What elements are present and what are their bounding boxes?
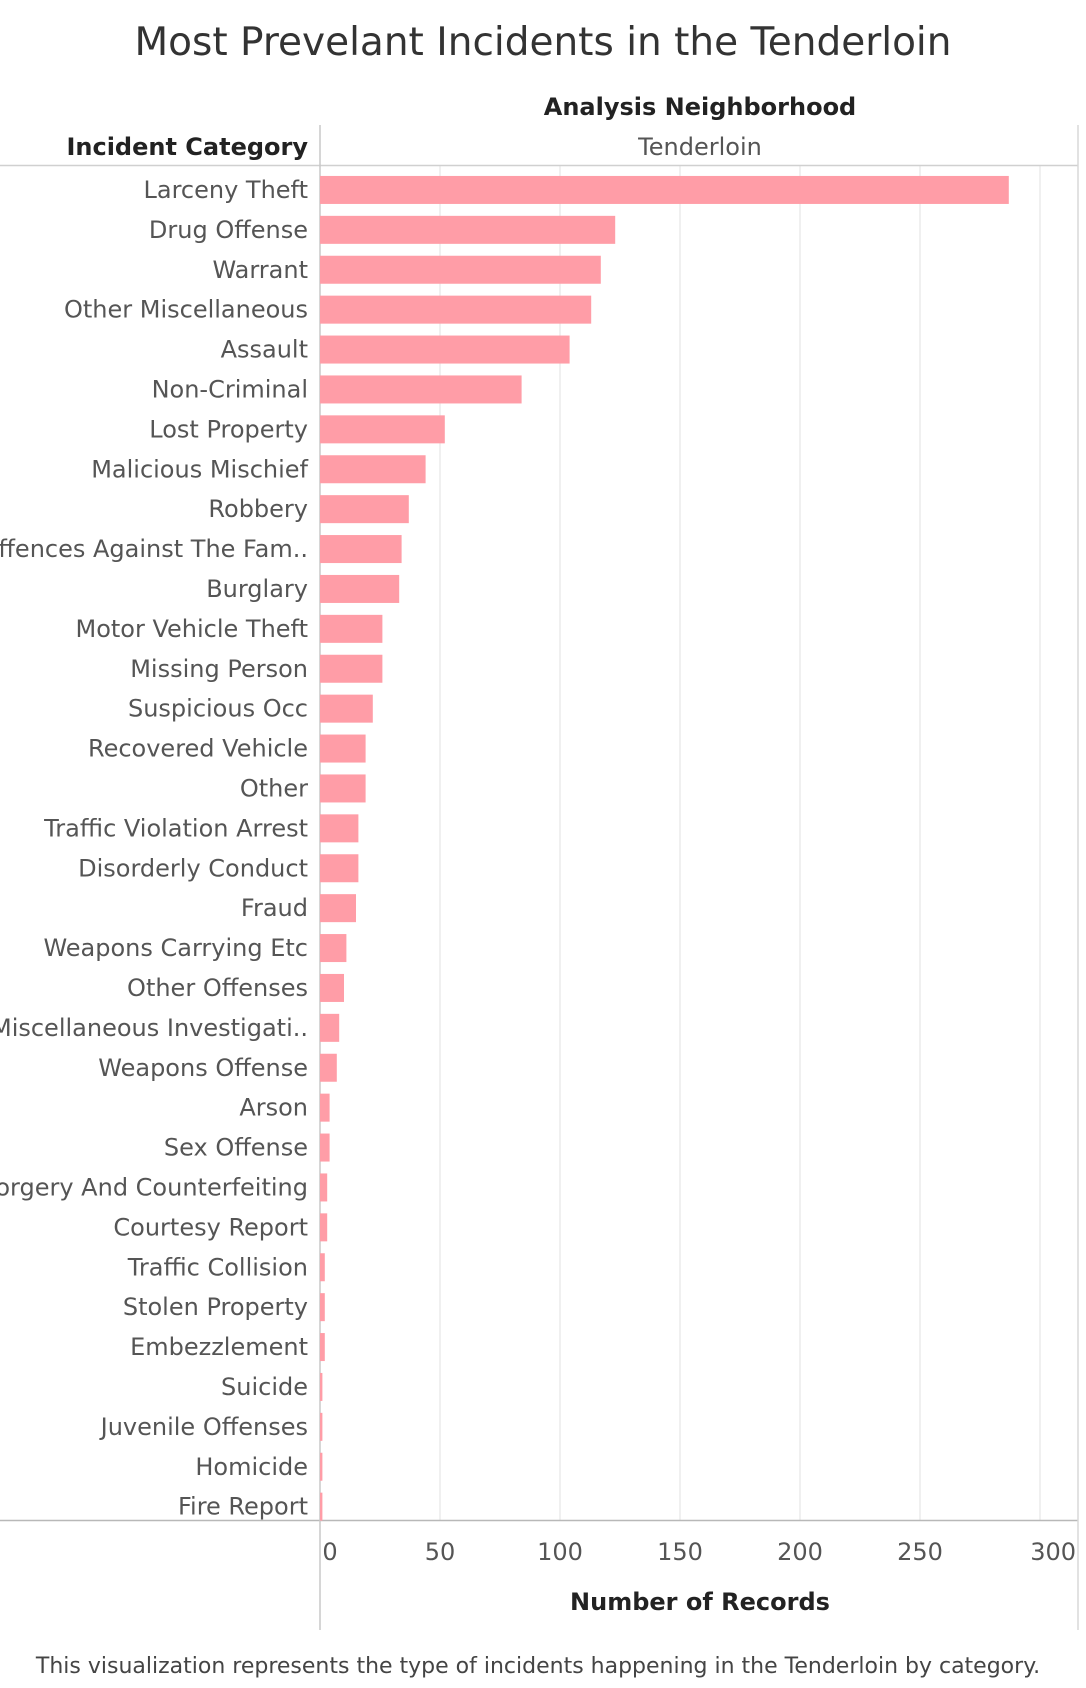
bar (320, 1053, 337, 1082)
caption: This visualization represents the type o… (35, 1654, 1040, 1679)
bar (320, 335, 570, 364)
category-label: Suspicious Occ (128, 695, 308, 723)
bar (320, 574, 400, 603)
bar (320, 255, 601, 284)
bar (320, 1093, 330, 1122)
category-label: Courtesy Report (113, 1213, 308, 1241)
x-tick-label: 200 (777, 1538, 823, 1566)
bar (320, 1253, 325, 1282)
category-label: Suicide (221, 1373, 308, 1401)
bar (320, 215, 616, 244)
category-label: Recovered Vehicle (88, 735, 308, 763)
bar (320, 415, 445, 444)
category-label: Lost Property (149, 415, 308, 443)
bar (320, 934, 347, 963)
x-tick-label: 300 (1030, 1538, 1076, 1566)
bar (320, 814, 359, 843)
x-tick-label: 250 (897, 1538, 943, 1566)
category-label: Warrant (212, 256, 308, 284)
category-label: Drug Offense (149, 216, 308, 244)
category-label: Motor Vehicle Theft (75, 615, 308, 643)
bar (320, 535, 402, 564)
category-label: Non-Criminal (152, 375, 308, 403)
bar (320, 455, 426, 484)
gridlines (439, 165, 1041, 1520)
category-label: Fraud (241, 894, 308, 922)
bars (320, 175, 1009, 1521)
x-axis-ticks: 0 50 100 150 200 250 300 (322, 1538, 1076, 1566)
category-label: Disorderly Conduct (78, 854, 308, 882)
category-label: Traffic Violation Arrest (43, 814, 308, 842)
category-label: Embezzlement (130, 1333, 308, 1361)
column-header: Analysis Neighborhood (544, 93, 856, 121)
column-value: Tenderloin (637, 133, 762, 161)
category-label: Fire Report (178, 1493, 308, 1521)
bar (320, 1213, 328, 1242)
category-label: Missing Person (130, 655, 308, 683)
category-label: Assault (221, 336, 308, 364)
category-label: Malicious Mischief (91, 455, 308, 483)
bar (320, 375, 522, 404)
chart-title: Most Prevelant Incidents in the Tenderlo… (134, 20, 951, 65)
bar (320, 1293, 325, 1322)
category-label: Weapons Carrying Etc (43, 934, 308, 962)
category-label: Burglary (206, 575, 308, 603)
bar (320, 734, 366, 763)
category-label: Juvenile Offenses (99, 1413, 308, 1441)
bar (320, 295, 592, 324)
bar (320, 973, 344, 1002)
category-label: Offences Against The Fam.. (0, 535, 308, 563)
bar (320, 1412, 323, 1441)
bar (320, 1372, 323, 1401)
bar (320, 614, 383, 643)
category-label: Homicide (195, 1453, 308, 1481)
category-label: Other (240, 774, 308, 802)
x-tick-label: 50 (425, 1538, 456, 1566)
bar (320, 654, 383, 683)
bar (320, 1333, 325, 1362)
category-label: Traffic Collision (127, 1253, 308, 1281)
x-tick-label: 100 (537, 1538, 583, 1566)
category-label: Weapons Offense (98, 1054, 308, 1082)
category-label: Sex Offense (164, 1134, 308, 1162)
bar (320, 175, 1009, 204)
bar (320, 854, 359, 883)
x-tick-label: 150 (657, 1538, 703, 1566)
category-label: Forgery And Counterfeiting (0, 1173, 308, 1201)
x-tick-label: 0 (322, 1538, 337, 1566)
row-header: Incident Category (66, 133, 308, 161)
category-label: Other Miscellaneous (64, 296, 308, 324)
bar (320, 1013, 340, 1042)
category-labels: Larceny Theft Drug Offense Warrant Other Mi… (0, 176, 309, 1521)
bar (320, 1492, 323, 1521)
bar (320, 1452, 323, 1481)
category-label: Miscellaneous Investigati.. (0, 1014, 308, 1042)
bar (320, 894, 356, 923)
bar (320, 694, 373, 723)
bar (320, 1173, 328, 1202)
category-label: Robbery (208, 495, 308, 523)
bar (320, 495, 409, 524)
category-label: Stolen Property (123, 1293, 308, 1321)
category-label: Other Offenses (127, 974, 308, 1002)
x-axis-title: Number of Records (570, 1588, 830, 1616)
bar (320, 774, 366, 803)
category-label: Larceny Theft (144, 176, 309, 204)
bar (320, 1133, 330, 1162)
category-label: Arson (239, 1094, 308, 1122)
